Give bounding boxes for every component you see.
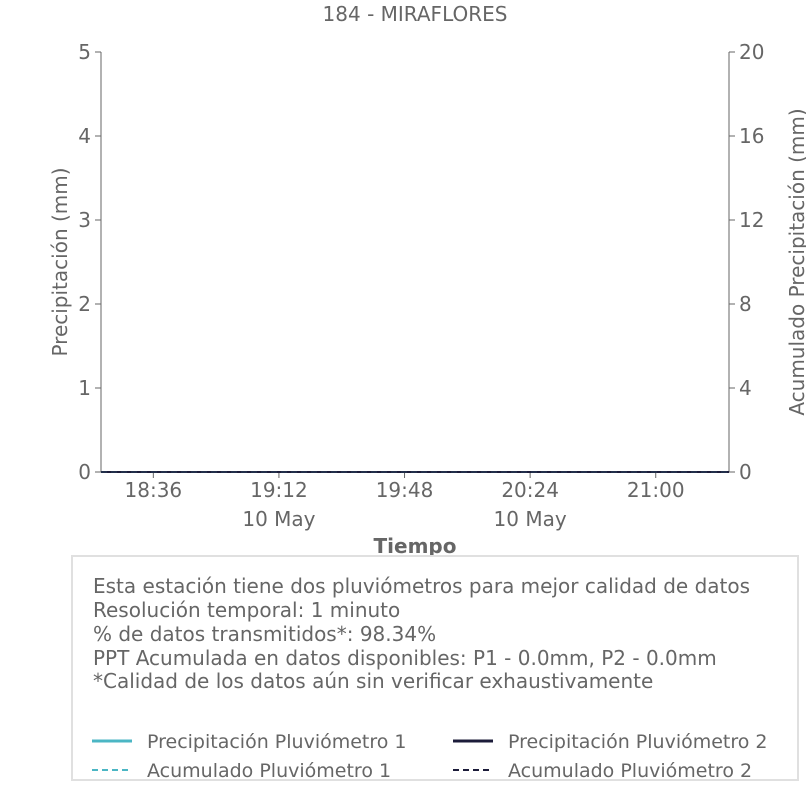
y-tick-label: 2 xyxy=(78,292,91,316)
y2-tick-label: 0 xyxy=(739,460,752,484)
annotation-line-5: *Calidad de los datos aún sin verificar … xyxy=(93,669,653,693)
legend-entries: Precipitación Pluviómetro 1 Precipitación… xyxy=(92,731,768,782)
x-tick-label: 18:36 xyxy=(125,478,183,502)
x-tick-label: 19:12 xyxy=(250,478,308,502)
legend-label-3: Acumulado Pluviómetro 1 xyxy=(147,760,391,782)
legend-label-1: Precipitación Pluviómetro 1 xyxy=(147,731,407,753)
y-tick-label: 1 xyxy=(78,376,91,400)
y2-tick-label: 12 xyxy=(739,208,764,232)
y2-tick-label: 4 xyxy=(739,376,752,400)
annotation-line-3: % de datos transmitidos*: 98.34% xyxy=(93,622,436,646)
y2-axis-label: Acumulado Precipitación (mm) xyxy=(785,108,806,415)
y2-tick-label: 8 xyxy=(739,292,752,316)
y-tick-label: 4 xyxy=(78,124,91,148)
y2-tick-label: 20 xyxy=(739,40,764,64)
x-tick-label: 19:48 xyxy=(376,478,434,502)
annotation-line-1: Esta estación tiene dos pluviómetros par… xyxy=(93,574,750,598)
y-axis-label: Precipitación (mm) xyxy=(48,167,72,356)
y-tick-label: 3 xyxy=(78,208,91,232)
x-tick-label: 20:24 xyxy=(501,478,559,502)
x-tick-label: 21:00 xyxy=(627,478,685,502)
annotation-line-2: Resolución temporal: 1 minuto xyxy=(93,598,400,622)
legend-box: Esta estación tiene dos pluviómetros par… xyxy=(71,555,799,782)
x-tick-sublabel: 10 May xyxy=(242,507,315,531)
chart-title: 184 - MIRAFLORES xyxy=(323,2,508,26)
legend-label-2: Precipitación Pluviómetro 2 xyxy=(508,731,768,753)
y-tick-label: 0 xyxy=(78,460,91,484)
x-axis-label: Tiempo xyxy=(374,534,457,558)
legend-frame xyxy=(71,555,799,781)
annotation-line-4: PPT Acumulada en datos disponibles: P1 -… xyxy=(93,646,717,670)
legend-label-4: Acumulado Pluviómetro 2 xyxy=(508,760,752,782)
y2-tick-label: 16 xyxy=(739,124,764,148)
y-tick-label: 5 xyxy=(78,40,91,64)
x-tick-sublabel: 10 May xyxy=(494,507,567,531)
